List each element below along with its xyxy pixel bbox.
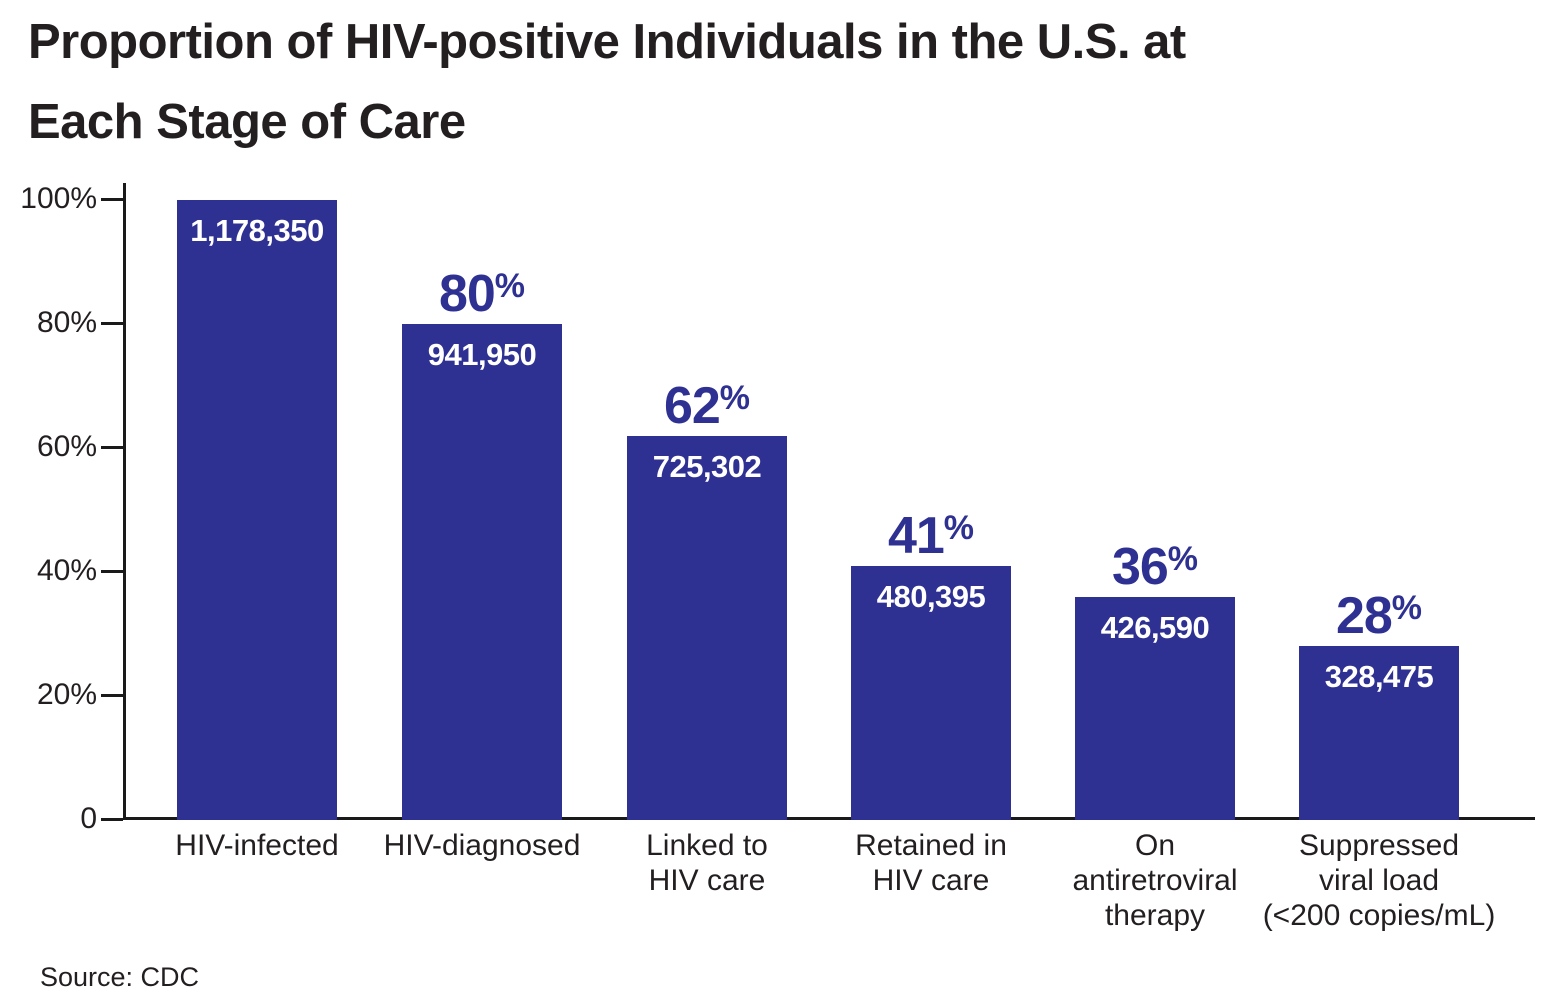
bar-category-label: HIV-infected	[107, 828, 407, 863]
bar-percent-label: 41%	[781, 502, 1081, 562]
percent-sign: %	[1167, 540, 1199, 578]
bar-category-label-line: HIV-diagnosed	[383, 829, 581, 862]
y-tick	[101, 197, 123, 201]
bar-percent-label: 62%	[557, 372, 857, 432]
percent-sign: %	[1391, 589, 1423, 627]
percent-sign: %	[943, 509, 975, 547]
percent-sign: %	[719, 379, 751, 417]
bar-category-label-line: therapy	[1104, 899, 1206, 932]
bar-category-label-line: (<200 copies/mL)	[1262, 899, 1496, 932]
y-tick-label: 0	[80, 802, 97, 835]
bar-category-label: On antiretroviral therapy	[1005, 828, 1305, 933]
bar-category-label-line: On	[1134, 829, 1176, 862]
bar-value-label: 480,395	[876, 579, 986, 614]
bar-category-label-line: HIV-infected	[175, 829, 339, 862]
y-tick-label: 40%	[36, 554, 97, 587]
bar-percent-label: 80%	[332, 260, 632, 320]
percent-sign: %	[494, 267, 526, 305]
bar-value-label: 941,950	[427, 337, 537, 372]
bar-category-label-line: HIV care	[872, 864, 990, 897]
bar-percent-number: 62	[663, 377, 721, 435]
y-tick-label: 60%	[36, 430, 97, 463]
bar: 328,475	[1299, 646, 1459, 820]
bar-category-label-line: HIV care	[648, 864, 766, 897]
y-tick	[101, 445, 123, 449]
y-tick	[101, 569, 123, 573]
chart-title-line-2: Each Stage of Care	[28, 95, 466, 149]
bar-category-label-line: Suppressed	[1298, 829, 1460, 862]
bar: 725,302	[627, 436, 787, 820]
bar-category-label-line: viral load	[1318, 864, 1440, 897]
y-tick	[101, 321, 123, 325]
bar: 1,178,350	[177, 200, 337, 820]
y-tick-label: 80%	[36, 306, 97, 339]
bar: 426,590	[1075, 597, 1235, 820]
bar-category-label: HIV-diagnosed	[332, 828, 632, 863]
bar-percent-number: 36	[1111, 538, 1169, 596]
bar-category-label: Linked to HIV care	[557, 828, 857, 898]
bar-percent-number: 41	[887, 507, 945, 565]
bar-value-label: 426,590	[1100, 610, 1210, 645]
bar-percent-label: 36%	[1005, 533, 1305, 593]
y-axis-line	[123, 183, 126, 820]
bar: 480,395	[851, 566, 1011, 820]
bar: 941,950	[402, 324, 562, 820]
bar-percent-number: 80	[438, 265, 496, 323]
bar-category-label: Retained in HIV care	[781, 828, 1081, 898]
bar-category-label: Suppressed viral load (<200 copies/mL)	[1229, 828, 1529, 933]
bar-category-label-line: Linked to	[646, 829, 768, 862]
bar-category-label-line: Retained in	[855, 829, 1007, 862]
x-axis-line	[123, 817, 1535, 820]
bar-category-label-line: antiretroviral	[1072, 864, 1238, 897]
y-tick	[101, 693, 123, 697]
chart-title-line-1: Proportion of HIV-positive Individuals i…	[28, 15, 1186, 69]
y-tick-label: 100%	[20, 182, 97, 215]
bar-value-label: 725,302	[652, 449, 762, 484]
bar-percent-label: 28%	[1229, 582, 1529, 642]
bar-percent-number: 28	[1335, 587, 1393, 645]
bar-value-label: 1,178,350	[190, 213, 324, 248]
chart-title: Proportion of HIV-positive Individuals i…	[28, 2, 1186, 162]
y-tick	[101, 817, 123, 821]
bar-value-label: 328,475	[1324, 659, 1434, 694]
source-note: Source: CDC	[40, 962, 200, 992]
y-tick-label: 20%	[36, 678, 97, 711]
